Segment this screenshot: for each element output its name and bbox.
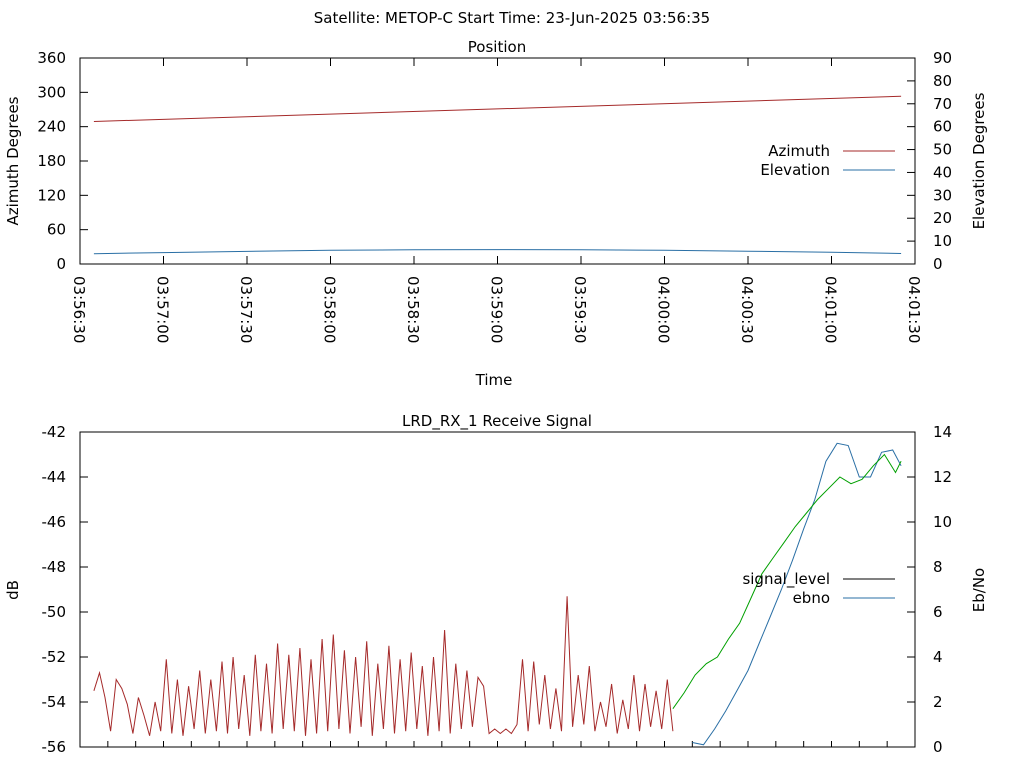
signal-y-tick-label: -56 <box>42 738 67 756</box>
position-chart: Position Azimuth Degrees Elevation Degre… <box>4 38 988 389</box>
signal-y-tick-label: -50 <box>42 603 67 621</box>
signal-y2-tick-label: 6 <box>933 603 943 621</box>
signal-y-tick-label: -48 <box>42 558 67 576</box>
position-y-tick-label: 180 <box>37 152 66 170</box>
position-y2-tick-label: 30 <box>933 186 952 204</box>
position-y-tick-label: 0 <box>56 255 66 273</box>
signal-chart-title: LRD_RX_1 Receive Signal <box>402 412 592 431</box>
position-y-axis-label: Azimuth Degrees <box>4 96 22 225</box>
signal-legend-label: signal_level <box>742 570 830 589</box>
position-x-tick-label: 03:59:00 <box>488 276 506 343</box>
signal-y-axis-label: dB <box>4 580 22 600</box>
signal-y2-tick-label: 0 <box>933 738 943 756</box>
position-y2-tick-label: 60 <box>933 118 952 136</box>
position-y-tick-label: 300 <box>37 83 66 101</box>
signal-y2-tick-label: 10 <box>933 513 952 531</box>
position-x-axis-label: Time <box>475 371 513 389</box>
position-y2-tick-label: 90 <box>933 49 952 67</box>
position-y2-tick-label: 70 <box>933 95 952 113</box>
signal-y-tick-label: -52 <box>42 648 67 666</box>
position-x-tick-label: 03:58:00 <box>321 276 339 343</box>
signal-y2-tick-label: 8 <box>933 558 943 576</box>
signal-series-ebno <box>692 442 902 746</box>
signal-series-signal-level-strong <box>672 453 902 709</box>
position-x-tick-label: 04:00:00 <box>655 276 673 343</box>
signal-y2-tick-label: 2 <box>933 693 943 711</box>
position-y2-tick-label: 10 <box>933 232 952 250</box>
position-x-tick-label: 04:01:30 <box>905 276 923 343</box>
position-y-tick-label: 60 <box>47 221 66 239</box>
position-y2-tick-label: 20 <box>933 209 952 227</box>
position-x-tick-label: 04:01:00 <box>822 276 840 343</box>
position-y2-tick-label: 0 <box>933 255 943 273</box>
position-y2-axis-label: Elevation Degrees <box>970 92 988 229</box>
position-y-tick-label: 240 <box>37 118 66 136</box>
position-y2-tick-label: 80 <box>933 72 952 90</box>
position-x-tick-label: 03:58:30 <box>404 276 422 343</box>
page-title: Satellite: METOP-C Start Time: 23-Jun-20… <box>314 9 710 27</box>
signal-plot-frame <box>79 431 916 748</box>
signal-y2-axis-label: Eb/No <box>970 568 988 612</box>
position-y-tick-label: 120 <box>37 186 66 204</box>
signal-y2-tick-label: 12 <box>933 468 952 486</box>
signal-y2-tick-label: 14 <box>933 423 952 441</box>
position-legend-label: Elevation <box>760 161 830 179</box>
position-x-tick-label: 03:57:30 <box>237 276 255 343</box>
position-x-tick-label: 03:57:00 <box>154 276 172 343</box>
signal-y-tick-label: -44 <box>42 468 67 486</box>
position-legend-label: Azimuth <box>768 142 830 160</box>
position-x-tick-label: 04:00:30 <box>738 276 756 343</box>
position-y2-tick-label: 40 <box>933 163 952 181</box>
position-series-elevation <box>93 249 902 255</box>
position-x-tick-label: 03:59:30 <box>571 276 589 343</box>
position-y2-tick-label: 50 <box>933 141 952 159</box>
signal-chart: LRD_RX_1 Receive Signal dB Eb/No -56 -54 -… <box>4 412 988 756</box>
position-y-tick-label: 360 <box>37 49 66 67</box>
signal-y-tick-label: -54 <box>42 693 67 711</box>
signal-y-tick-label: -46 <box>42 513 67 531</box>
signal-series-signal-level <box>93 596 674 736</box>
signal-legend-label: ebno <box>793 589 830 607</box>
position-series-azimuth <box>93 95 902 122</box>
position-chart-title: Position <box>468 38 526 56</box>
signal-y2-tick-label: 4 <box>933 648 943 666</box>
signal-y-tick-label: -42 <box>42 423 67 441</box>
position-x-tick-label: 03:56:30 <box>70 276 88 343</box>
